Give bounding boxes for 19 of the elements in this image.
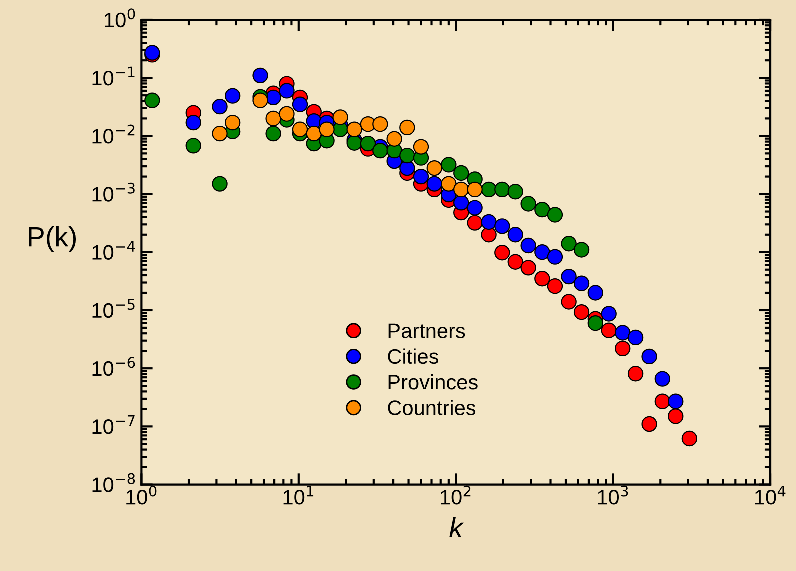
legend-label: Countries bbox=[388, 400, 476, 416]
x-tick-label: 10$^{0}$ bbox=[126, 486, 157, 505]
legend-label: Partners bbox=[388, 324, 466, 338]
x-tick-label: 10$^{1}$ bbox=[284, 486, 314, 505]
y-tick-label: 10$^{−1}$ bbox=[92, 66, 135, 86]
y-tick-label: 10$^{−5}$ bbox=[92, 299, 135, 318]
x-tick-label: 10$^{4}$ bbox=[755, 486, 786, 505]
y-tick-label: 10$^{−2}$ bbox=[92, 124, 135, 144]
y-tick-label: 10$^{−7}$ bbox=[92, 415, 135, 434]
legend-label: Provinces bbox=[388, 374, 478, 390]
x-tick-label: 10$^{3}$ bbox=[598, 486, 628, 505]
y-tick-label: 10$^{−4}$ bbox=[92, 241, 136, 260]
y-tick-label: 10$^{−3}$ bbox=[92, 182, 135, 202]
x-tick-label: 10$^{2}$ bbox=[441, 486, 471, 505]
y-axis-title: P(k) bbox=[29, 226, 76, 252]
y-tick-label: 10$^{−6}$ bbox=[92, 357, 136, 376]
x-axis-title: k bbox=[450, 517, 464, 538]
y-tick-label: 10$^{0}$ bbox=[105, 8, 136, 28]
legend-label: Cities bbox=[388, 348, 438, 364]
